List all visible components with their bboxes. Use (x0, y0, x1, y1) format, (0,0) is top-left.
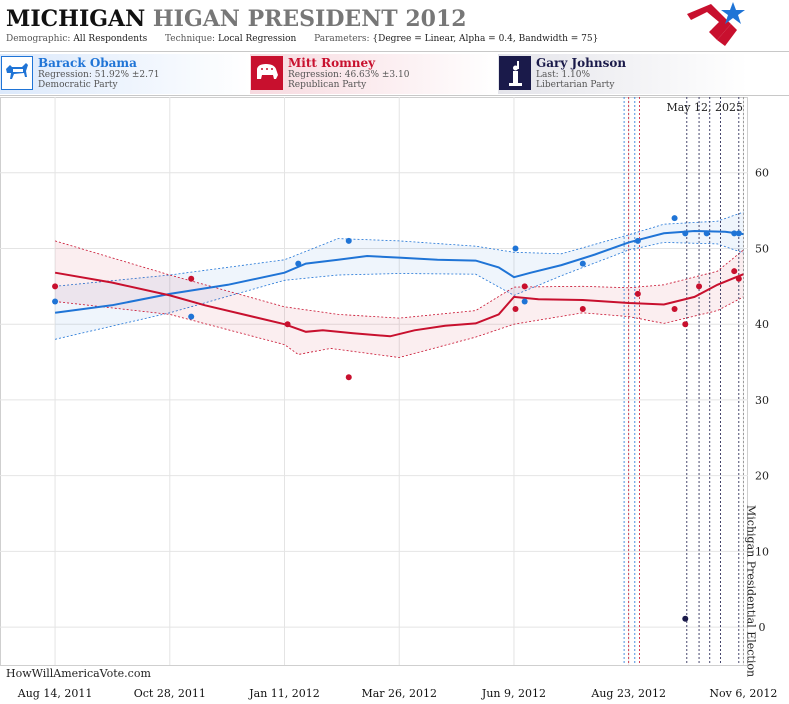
y-axis-ticks: 0 10 20 30 40 50 60 (755, 167, 769, 634)
candidate-party: Republican Party (288, 80, 367, 90)
x-tick-label: Aug 14, 2011 (17, 687, 93, 700)
x-tick-label: Oct 28, 2011 (134, 687, 206, 700)
poll-point (521, 283, 528, 290)
site-logo-icon (687, 2, 745, 46)
title-sub: HIGAN PRESIDENT 2012 (152, 6, 467, 32)
plot-frame (0, 97, 748, 666)
poll-point (735, 275, 742, 282)
parameters-line: Demographic: All Respondents Technique: … (6, 34, 598, 44)
elephant-icon (251, 56, 283, 90)
y-tick-label: 60 (755, 167, 769, 180)
poll-point (735, 230, 742, 237)
band-upper-line (54, 240, 744, 319)
statue-of-liberty-icon (499, 56, 531, 90)
confidence-bands (54, 211, 744, 358)
band-lower-line (55, 296, 744, 358)
poll-point (188, 313, 195, 320)
y-tick-label: 10 (755, 545, 769, 558)
poll-point (634, 237, 641, 244)
poll-point (703, 230, 710, 237)
chart-grid (0, 97, 748, 666)
x-tick-label: Jan 11, 2012 (248, 687, 320, 700)
candidate-name: Mitt Romney (288, 56, 376, 70)
legend-divider (0, 95, 789, 96)
candidate-name: Barack Obama (38, 56, 137, 70)
parameters-label: Parameters: (314, 34, 370, 44)
watermark: HowWillAmericaVote.com (6, 667, 151, 680)
y-tick-label: 0 (759, 621, 766, 634)
poll-point (52, 298, 59, 305)
x-tick-label: Jun 9, 2012 (481, 687, 546, 700)
poll-point (634, 290, 641, 297)
poll-point (731, 268, 738, 275)
poll-point (512, 306, 519, 313)
demographic-label: Demographic: (6, 34, 71, 44)
poll-point (671, 215, 678, 222)
poll-point (52, 283, 59, 290)
x-axis-ticks: Aug 14, 2011 Oct 28, 2011 Jan 11, 2012 Mar … (17, 687, 778, 700)
confidence-band (55, 240, 744, 358)
poll-points (52, 215, 742, 622)
poll-point (188, 275, 195, 282)
poll-point (579, 260, 586, 267)
band-upper-line (55, 211, 744, 287)
y-tick-label: 40 (755, 318, 769, 331)
poll-point (295, 260, 302, 267)
trend-line (54, 229, 744, 314)
parameters-value: {Degree = Linear, Alpha = 0.4, Bandwidth… (372, 34, 599, 44)
trend-line (54, 271, 744, 338)
header-divider (0, 51, 789, 52)
poll-point (696, 283, 703, 290)
candidate-party: Libertarian Party (536, 80, 615, 90)
confidence-band (55, 212, 744, 340)
poll-point (671, 306, 678, 313)
poll-point (512, 245, 519, 252)
candidate-name: Gary Johnson (536, 56, 627, 70)
x-tick-label: Mar 26, 2012 (361, 687, 437, 700)
date-label: May 12, 2025 (666, 101, 743, 114)
candidate-party: Democratic Party (38, 80, 118, 90)
technique-value: Local Regression (217, 34, 297, 44)
poll-point (682, 321, 689, 328)
x-tick-label: Aug 23, 2012 (590, 687, 666, 700)
candidate-stat: Regression: 51.92% ±2.71 (38, 70, 160, 80)
donkey-icon (1, 56, 33, 90)
candidate-stat: Last: 1.10% (536, 70, 591, 80)
title-main: MICHIGAN (6, 6, 146, 32)
poll-point (345, 237, 352, 244)
poll-point (579, 306, 586, 313)
trend-lines (54, 229, 744, 338)
poll-point (521, 298, 528, 305)
event-label: Michigan Presidential Election (744, 505, 757, 677)
poll-point (284, 321, 291, 328)
poll-date-lines (623, 97, 744, 665)
candidate-stat: Regression: 46.63% ±3.10 (288, 70, 410, 80)
y-tick-label: 20 (755, 470, 769, 483)
y-tick-label: 50 (755, 242, 769, 255)
poll-point (682, 230, 689, 237)
x-tick-label: Nov 6, 2012 (709, 687, 777, 700)
y-tick-label: 30 (755, 394, 769, 407)
technique-label: Technique: (165, 34, 216, 44)
chart-header: MICHIGAN HIGAN PRESIDENT 2012 Demographi… (0, 0, 789, 52)
band-lower-line (55, 241, 744, 340)
poll-point (731, 230, 738, 237)
demographic-value: All Respondents (73, 34, 148, 44)
poll-point (682, 615, 689, 622)
candidate-johnson: Gary Johnson Last: 1.10% Libertarian Par… (498, 54, 748, 94)
candidate-romney: Mitt Romney Regression: 46.63% ±3.10 Rep… (250, 54, 498, 94)
page-title: MICHIGAN HIGAN PRESIDENT 2012 (6, 6, 467, 32)
poll-point (345, 374, 352, 381)
candidate-obama: Barack Obama Regression: 51.92% ±2.71 De… (0, 54, 250, 94)
